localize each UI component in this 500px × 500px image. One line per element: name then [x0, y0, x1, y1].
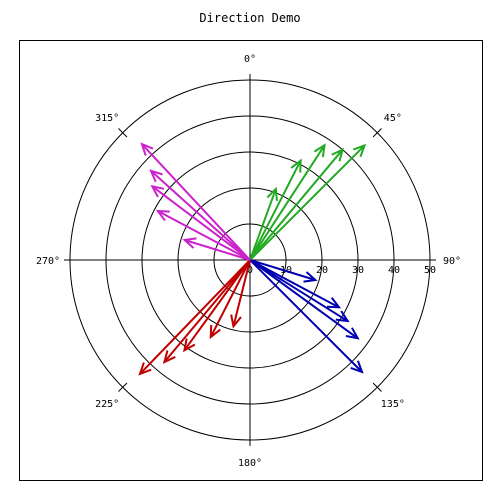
- vector-shaft: [141, 143, 251, 261]
- vector-shaft: [249, 259, 340, 309]
- vector-arrowhead: [209, 324, 221, 340]
- vector-shaft: [209, 259, 251, 338]
- vector-arrowhead: [155, 209, 170, 222]
- vector-shaft: [249, 188, 277, 261]
- angle-label: 315°: [95, 113, 119, 124]
- angle-label: 180°: [238, 458, 262, 469]
- vector-shaft: [163, 259, 251, 363]
- angle-label: 270°: [36, 256, 60, 267]
- angle-label: 225°: [95, 399, 119, 410]
- vector-arrowhead: [266, 186, 278, 202]
- vector-arrowhead: [326, 297, 342, 309]
- vector-arrowhead: [350, 360, 364, 374]
- vector-shaft: [150, 170, 251, 261]
- vector-arrowhead: [150, 184, 165, 198]
- vector-arrowhead: [335, 310, 350, 323]
- angle-tick: [118, 128, 128, 138]
- vector-shaft: [249, 259, 363, 373]
- angle-label: 45°: [384, 113, 402, 124]
- vector-arrowhead: [182, 237, 197, 249]
- radial-tick-label: 30: [352, 265, 364, 276]
- vector-shaft: [249, 144, 366, 261]
- vector-shaft: [249, 259, 349, 322]
- vector-arrowhead: [313, 143, 326, 158]
- vector-arrowhead: [331, 147, 345, 162]
- radial-tick-label: 40: [388, 265, 400, 276]
- vector-shaft: [183, 259, 251, 351]
- angle-label: 135°: [381, 399, 405, 410]
- vector-shaft: [232, 259, 251, 327]
- angle-label: 90°: [443, 256, 461, 267]
- vector-shaft: [157, 210, 251, 261]
- angle-tick: [372, 128, 382, 138]
- vector-arrowhead: [345, 327, 360, 340]
- plot-frame: [19, 40, 483, 481]
- radial-tick-label: 50: [424, 265, 436, 276]
- vector-arrowhead: [149, 169, 163, 183]
- radial-tick-label: 20: [316, 265, 328, 276]
- vector-arrowhead: [352, 143, 367, 158]
- vector-shaft: [249, 149, 344, 261]
- vector-shaft: [151, 185, 251, 261]
- angle-tick: [372, 382, 382, 392]
- angle-tick: [118, 382, 128, 392]
- vector-arrowhead: [140, 142, 154, 156]
- vector-shaft: [249, 259, 359, 340]
- angle-label: 0°: [244, 54, 256, 65]
- vector-arrowhead: [138, 362, 152, 376]
- vector-shaft: [249, 259, 316, 281]
- chart-title: Direction Demo: [199, 11, 301, 25]
- vector-shaft: [184, 239, 251, 261]
- vector-shaft: [139, 259, 251, 375]
- vector-arrowhead: [303, 271, 318, 283]
- vector-arrowhead: [183, 338, 196, 353]
- radial-tick-label: 0: [247, 265, 253, 276]
- vector-arrowhead: [230, 314, 242, 329]
- vector-shaft: [249, 144, 326, 261]
- vector-shaft: [249, 160, 302, 261]
- vector-arrowhead: [162, 350, 176, 364]
- vector-arrowhead: [290, 158, 302, 173]
